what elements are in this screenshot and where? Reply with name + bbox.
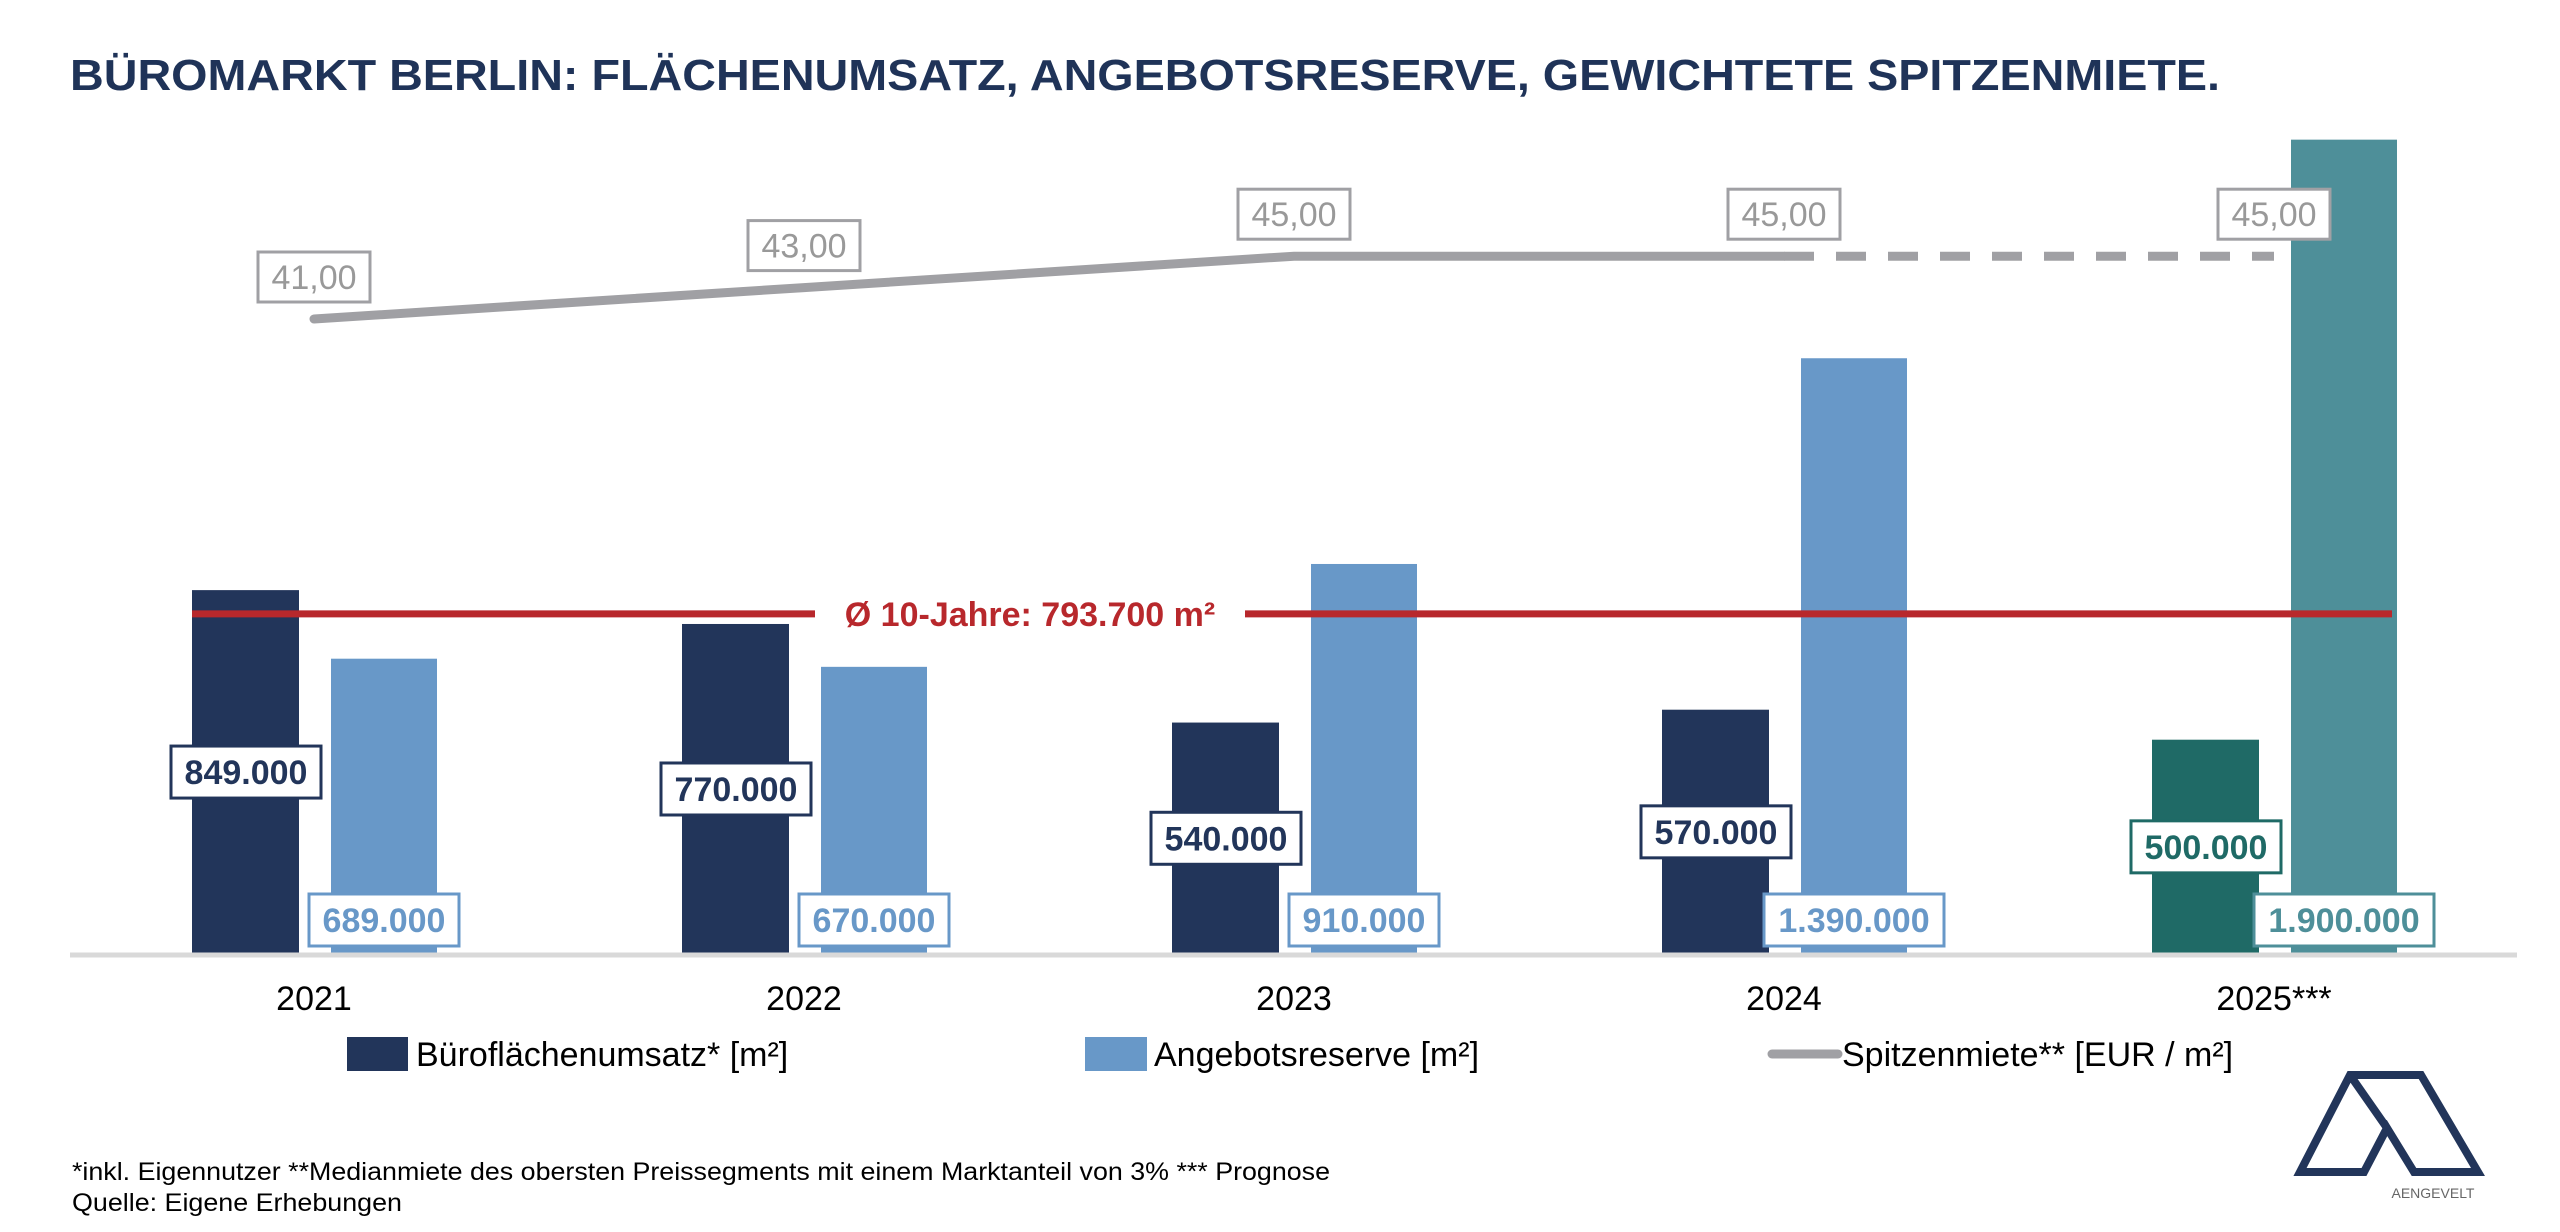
label-umsatz-0-box bbox=[169, 744, 323, 800]
label-umsatz-4: 500.000 bbox=[2145, 829, 2268, 867]
label-umsatz-0: 849.000 bbox=[185, 754, 308, 792]
label-rent-0: 41,00 bbox=[271, 259, 356, 297]
legend-label-reserve: Angebotsreserve [m²] bbox=[1154, 1036, 1479, 1074]
bar-reserve-3 bbox=[1801, 358, 1907, 955]
legend-label-umsatz: Büroflächenumsatz* [m²] bbox=[416, 1036, 788, 1074]
label-rent-2: 45,00 bbox=[1251, 196, 1336, 234]
labels-layer: 849.000 689.000 770.000 670.000 540.000 910.0… bbox=[169, 187, 2436, 948]
label-rent-2-box bbox=[1236, 187, 1352, 241]
chart-title: BÜROMARKT BERLIN: FLÄCHENUMSATZ, ANGEBOT… bbox=[70, 51, 2220, 100]
footnote-source: Quelle: Eigene Erhebungen bbox=[72, 1189, 402, 1217]
x-tick-labels: 2021 2022 2023 2024 2025*** bbox=[276, 980, 2331, 1018]
average-label: Ø 10-Jahre: 793.700 m² bbox=[845, 596, 1215, 634]
label-rent-3: 45,00 bbox=[1741, 196, 1826, 234]
label-reserve-3: 1.390.000 bbox=[1778, 902, 1929, 940]
label-reserve-1: 670.000 bbox=[813, 902, 936, 940]
label-rent-3-box bbox=[1726, 187, 1842, 241]
label-reserve-3-box bbox=[1762, 892, 1946, 948]
label-reserve-1-box bbox=[797, 892, 951, 948]
aengevelt-logo: AENGEVELT bbox=[2293, 1071, 2485, 1201]
label-rent-4: 45,00 bbox=[2231, 196, 2316, 234]
bar-reserve-4 bbox=[2291, 139, 2397, 954]
footnote-1: *inkl. Eigennutzer **Medianmiete des obe… bbox=[72, 1158, 1330, 1186]
label-reserve-0-box bbox=[307, 892, 461, 948]
label-umsatz-1-box bbox=[659, 761, 813, 817]
label-rent-4-box bbox=[2216, 187, 2332, 241]
label-umsatz-3-box bbox=[1639, 804, 1793, 860]
x-tick-4: 2025*** bbox=[2216, 980, 2331, 1018]
label-umsatz-3: 570.000 bbox=[1655, 814, 1778, 852]
label-reserve-2: 910.000 bbox=[1303, 902, 1426, 940]
average-label-bg bbox=[815, 591, 1245, 636]
label-rent-0-box bbox=[256, 250, 372, 304]
label-umsatz-2-box bbox=[1149, 810, 1303, 866]
bar-reserve-2 bbox=[1311, 563, 1417, 954]
x-tick-3: 2024 bbox=[1746, 980, 1822, 1018]
rent-line-layer bbox=[309, 251, 2274, 324]
x-tick-1: 2022 bbox=[766, 980, 842, 1018]
legend: Büroflächenumsatz* [m²] Angebotsreserve [… bbox=[347, 1036, 2233, 1074]
label-reserve-0: 689.000 bbox=[323, 902, 446, 940]
logo-mark-icon bbox=[2293, 1071, 2485, 1176]
average-line-layer: Ø 10-Jahre: 793.700 m² bbox=[192, 591, 2392, 636]
label-umsatz-2: 540.000 bbox=[1165, 820, 1288, 858]
label-reserve-4: 1.900.000 bbox=[2268, 902, 2419, 940]
logo-text: AENGEVELT bbox=[2392, 1185, 2475, 1201]
rent-line bbox=[309, 251, 1789, 324]
label-rent-1-box bbox=[746, 219, 862, 273]
legend-swatch-reserve bbox=[1085, 1037, 1147, 1071]
label-umsatz-1: 770.000 bbox=[675, 771, 798, 809]
legend-label-rent: Spitzenmiete** [EUR / m²] bbox=[1842, 1036, 2233, 1074]
label-reserve-4-box bbox=[2252, 892, 2436, 948]
x-tick-2: 2023 bbox=[1256, 980, 1332, 1018]
legend-swatch-umsatz bbox=[347, 1037, 408, 1071]
label-rent-1: 43,00 bbox=[761, 228, 846, 266]
label-reserve-2-box bbox=[1287, 892, 1441, 948]
x-tick-0: 2021 bbox=[276, 980, 352, 1018]
label-umsatz-4-box bbox=[2129, 819, 2283, 875]
